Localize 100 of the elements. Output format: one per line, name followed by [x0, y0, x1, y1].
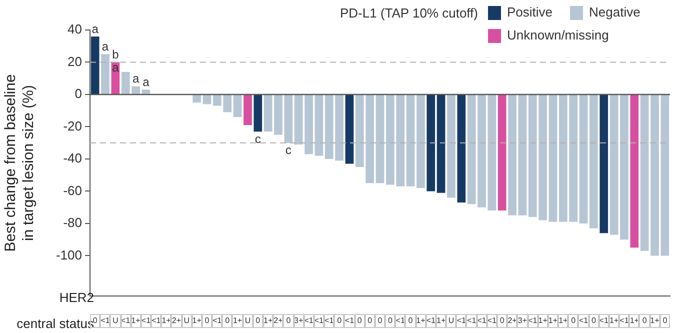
- bar: [244, 94, 252, 126]
- bar: [192, 94, 202, 103]
- x-tick-label: 0: [92, 316, 98, 326]
- legend-title: PD-L1 (TAP 10% cutoff): [340, 6, 478, 21]
- bar: [142, 90, 150, 94]
- x-tick-label: 1+: [416, 316, 426, 326]
- x-tick-label: 1+: [436, 316, 446, 326]
- bar: [447, 94, 456, 198]
- legend-label: Negative: [589, 4, 640, 20]
- bar: [264, 94, 272, 132]
- bar: [314, 94, 324, 156]
- bar: [630, 94, 639, 248]
- bar: [416, 94, 425, 188]
- text: c: [285, 143, 292, 158]
- x-tick-label: 0: [408, 316, 414, 326]
- y-tick-label: -80: [63, 215, 82, 230]
- text: a: [132, 72, 140, 86]
- bar: [436, 94, 446, 193]
- x-tick-label: <1: [141, 316, 152, 326]
- bar: [457, 94, 466, 202]
- x-tick-label: <1: [620, 316, 630, 326]
- bar: [101, 54, 110, 94]
- bar: [345, 94, 354, 164]
- x-tick-label: U: [448, 316, 454, 326]
- y-axis-title: Best change from baseline in target lesion size (%): [2, 74, 38, 252]
- x-tick-label: 1+: [558, 316, 568, 326]
- text: b a: [112, 48, 119, 75]
- x-tick-label: <1: [487, 316, 498, 326]
- x-tick-label: 0: [204, 316, 210, 326]
- x-tick-label: 0: [642, 316, 648, 326]
- bar: [600, 94, 608, 234]
- x-tick-label: <1: [212, 316, 222, 326]
- x-tick-label: <1: [467, 316, 477, 326]
- x-tick-label: 0: [286, 316, 292, 326]
- x-tick-label: <1: [121, 316, 131, 326]
- legend-label: Positive: [507, 4, 553, 20]
- x-tick-label: <1: [426, 316, 436, 326]
- bar: [488, 94, 496, 211]
- x-tick-label: 1+: [609, 316, 619, 326]
- x-tick-label: 0: [500, 316, 505, 326]
- x-tick-label: 0: [368, 316, 373, 326]
- x-tick-label: 2+: [274, 316, 284, 326]
- x-tick-label: 0: [571, 316, 576, 326]
- x-tick-label: U: [112, 316, 119, 326]
- x-tick-label: 1+: [264, 316, 273, 326]
- x-tick-label: <1: [304, 316, 314, 326]
- x-axis-title: HER2 central status: [16, 290, 94, 331]
- x-tick-label: <1: [477, 316, 487, 326]
- x-tick-label: <1: [528, 316, 538, 326]
- x-tick-label: 0: [357, 316, 362, 326]
- x-tick-label: 3+: [518, 316, 528, 326]
- bar: [548, 94, 558, 222]
- x-tick-label: <1: [324, 316, 334, 326]
- y-tick-label: -40: [63, 150, 82, 166]
- x-tick-label: 0: [337, 316, 342, 326]
- bar: [376, 94, 384, 184]
- x-tick-label: U: [184, 316, 190, 326]
- x-tick-label: <1: [578, 316, 589, 326]
- text: a: [102, 39, 109, 54]
- x-tick-label: 1+: [162, 316, 172, 326]
- x-tick-label: 0: [225, 316, 230, 326]
- x-tick-label: 0: [378, 316, 383, 326]
- bar: [508, 94, 516, 216]
- x-tick-label: 1+: [131, 316, 141, 326]
- bar: [579, 94, 588, 224]
- text: a: [142, 74, 150, 89]
- x-tick-label: <1: [456, 316, 467, 326]
- legend-label: Unknown/missing: [507, 28, 609, 43]
- x-tick-label: 1+: [650, 316, 660, 326]
- x-tick-label: <1: [344, 316, 355, 326]
- x-tick-label: <1: [396, 316, 406, 326]
- bar: [610, 94, 618, 235]
- bar: [498, 94, 506, 211]
- x-tick-label: <1: [599, 316, 609, 326]
- bar: [233, 94, 242, 118]
- text: a: [92, 22, 98, 36]
- y-tick-label: -100: [56, 247, 82, 262]
- x-tick-label: 1+: [630, 316, 640, 326]
- y-tick-label: 20: [68, 54, 82, 69]
- y-tick-label: 40: [68, 22, 82, 37]
- bar: [590, 94, 598, 228]
- x-tick-label: 1+: [232, 316, 242, 326]
- x-tick-label: 0: [256, 316, 261, 326]
- y-tick-label: 0: [74, 86, 82, 102]
- x-tick-label: <1: [100, 316, 110, 326]
- x-tick-label: 0: [388, 316, 393, 326]
- y-tick-label: -20: [63, 118, 82, 134]
- bar: [620, 94, 628, 240]
- x-tick-label: 1+: [538, 316, 548, 326]
- x-tick-label: <1: [314, 316, 324, 326]
- bar: [202, 94, 212, 104]
- x-tick-label: 2+: [172, 316, 182, 326]
- bar: [254, 94, 262, 132]
- bar: [426, 94, 436, 192]
- x-tick-label: 1+: [548, 316, 558, 326]
- x-tick-label: 1+: [192, 316, 202, 326]
- x-tick-label: U: [244, 316, 251, 326]
- x-tick-label: <1: [152, 316, 162, 326]
- bar: [406, 94, 415, 186]
- bar: [518, 94, 527, 216]
